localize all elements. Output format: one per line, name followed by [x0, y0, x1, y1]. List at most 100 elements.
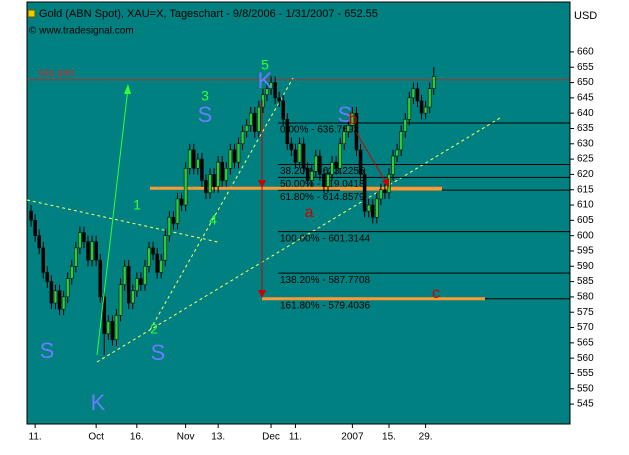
candle-body	[281, 100, 285, 120]
candle-body	[171, 217, 176, 224]
candle-body	[244, 125, 249, 132]
candle-body	[41, 247, 46, 273]
wave-label: 3	[201, 88, 209, 104]
candle-body	[94, 241, 98, 261]
candle-body	[29, 210, 33, 221]
candle-body	[192, 149, 196, 169]
candle-body	[346, 125, 351, 132]
candle-body	[261, 94, 265, 108]
y-tick-label: 660	[577, 47, 594, 58]
candle-body	[106, 321, 111, 334]
candle-body	[163, 235, 168, 261]
candle-body	[391, 155, 395, 175]
y-tick-label: 610	[577, 200, 594, 211]
candle-body	[135, 278, 139, 292]
y-tick-label: 560	[577, 353, 594, 364]
arrow-head	[382, 178, 389, 188]
candle-body	[179, 198, 184, 206]
candle-body	[82, 232, 86, 243]
y-tick-label: 595	[577, 246, 594, 257]
x-tick-label: 2007	[341, 432, 364, 443]
candle-body	[167, 217, 172, 236]
candle-body	[114, 315, 119, 341]
candle-body	[248, 112, 253, 126]
x-tick-label: Nov	[177, 432, 195, 443]
candle-body	[86, 241, 90, 261]
fib-level-label: 61.80% - 614.8579	[280, 192, 365, 203]
candle-body	[273, 82, 277, 99]
candle-body	[411, 88, 416, 99]
y-tick-label: 570	[577, 322, 594, 333]
candle-body	[204, 180, 208, 194]
fib-level-label: 0.00% - 636.7692	[280, 125, 359, 136]
candle-body	[102, 296, 107, 334]
candle-body	[431, 76, 436, 89]
candle-body	[309, 171, 314, 181]
candle-body	[240, 131, 245, 145]
candle-body	[37, 235, 41, 249]
candle-body	[216, 161, 220, 187]
arrow-head	[124, 84, 131, 94]
candle-body	[155, 253, 159, 273]
y-tick-label: 545	[577, 399, 594, 410]
candle-body	[228, 149, 233, 169]
candle-body	[293, 149, 298, 163]
trend-line	[96, 117, 501, 363]
candle-body	[415, 88, 420, 102]
arrow-head	[258, 290, 266, 298]
candle-body	[265, 88, 269, 96]
candle-body	[383, 189, 387, 194]
y-tick-label: 580	[577, 292, 594, 303]
candle-body	[342, 131, 347, 145]
candle-body	[358, 149, 363, 175]
wave-label: b	[349, 111, 358, 128]
y-tick-label: 645	[577, 92, 594, 103]
wave-label: S	[40, 338, 55, 363]
candle-body	[301, 143, 306, 169]
y-tick-label: 600	[577, 230, 594, 241]
wave-label: S	[338, 102, 353, 127]
candle-body	[57, 290, 62, 310]
arrows	[96, 84, 389, 356]
candle-body	[318, 155, 322, 175]
candle-body	[269, 82, 273, 89]
candle-body	[151, 247, 155, 255]
wave-label: K	[258, 68, 273, 93]
y-tick-label: 550	[577, 383, 594, 394]
candle-body	[175, 198, 180, 224]
candle-body	[330, 161, 334, 175]
candle-body	[118, 284, 123, 316]
candle-body	[236, 143, 241, 163]
symbol-icon	[27, 9, 36, 18]
candle-body	[159, 259, 163, 273]
candle-body	[131, 290, 135, 304]
x-tick-label: 11.	[29, 432, 42, 443]
candle-body	[61, 296, 66, 310]
candle-body	[208, 174, 212, 194]
candle-body	[78, 232, 82, 249]
x-tick-label: Dec	[262, 432, 280, 443]
wave-label: S	[198, 102, 213, 127]
candle-body	[314, 155, 318, 172]
candle-body	[350, 112, 355, 126]
candle-body	[334, 161, 338, 169]
wave-label: 2	[150, 321, 158, 337]
candle-body	[98, 259, 102, 298]
y-tick-label: 620	[577, 169, 594, 180]
x-tick-label: 11.	[289, 432, 302, 443]
candle-body	[90, 241, 94, 261]
candle-body	[285, 119, 290, 145]
candle-body	[375, 198, 379, 218]
candle-body	[289, 143, 294, 151]
x-tick-label: 13.	[211, 432, 225, 443]
candle-body	[49, 281, 54, 304]
candle-body	[196, 158, 200, 169]
chart-subtitle: © www.tradesignal.com	[29, 26, 134, 37]
candle-body	[122, 266, 127, 285]
chart-title: Gold (ABN Spot), XAU=X, Tageschart - 9/8…	[39, 8, 378, 20]
wave-label: a	[305, 204, 314, 221]
candle-body	[277, 97, 281, 102]
candle-body	[53, 290, 58, 304]
wave-label: 4	[209, 212, 217, 228]
